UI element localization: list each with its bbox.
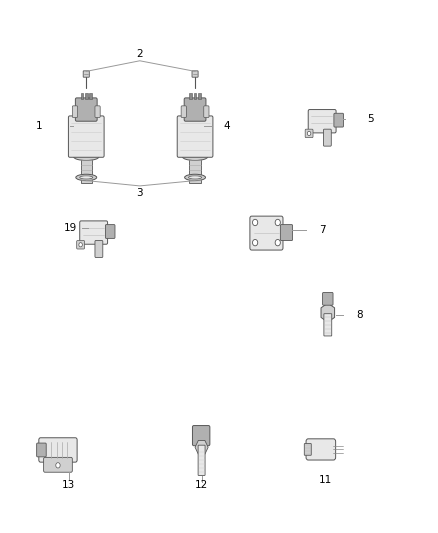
Text: 3: 3 [137, 188, 143, 198]
FancyBboxPatch shape [184, 98, 206, 121]
FancyBboxPatch shape [308, 110, 336, 133]
Ellipse shape [188, 176, 201, 179]
FancyBboxPatch shape [72, 106, 78, 117]
Text: 12: 12 [195, 480, 208, 490]
Ellipse shape [183, 153, 208, 160]
Ellipse shape [80, 176, 93, 179]
Circle shape [253, 239, 258, 246]
Text: 1: 1 [36, 121, 43, 131]
FancyBboxPatch shape [77, 240, 85, 249]
Text: 4: 4 [223, 121, 230, 131]
FancyBboxPatch shape [68, 116, 104, 157]
FancyBboxPatch shape [44, 457, 72, 472]
FancyBboxPatch shape [177, 116, 213, 157]
FancyBboxPatch shape [181, 106, 186, 117]
FancyBboxPatch shape [95, 106, 100, 117]
FancyBboxPatch shape [106, 224, 115, 238]
FancyBboxPatch shape [204, 106, 209, 117]
FancyBboxPatch shape [250, 216, 283, 250]
FancyBboxPatch shape [85, 93, 88, 100]
FancyBboxPatch shape [37, 443, 46, 457]
FancyBboxPatch shape [304, 443, 311, 455]
Text: 8: 8 [356, 310, 363, 320]
Ellipse shape [76, 174, 97, 181]
FancyBboxPatch shape [75, 98, 97, 121]
Text: 5: 5 [367, 114, 374, 124]
FancyBboxPatch shape [83, 71, 89, 77]
Circle shape [275, 239, 280, 246]
Text: 11: 11 [319, 475, 332, 485]
FancyBboxPatch shape [192, 425, 210, 446]
Polygon shape [321, 303, 335, 322]
FancyBboxPatch shape [305, 129, 313, 138]
Text: 13: 13 [62, 480, 75, 490]
Circle shape [253, 219, 258, 225]
FancyBboxPatch shape [323, 129, 331, 146]
FancyBboxPatch shape [306, 439, 336, 460]
Ellipse shape [74, 153, 99, 160]
FancyBboxPatch shape [194, 93, 196, 100]
Text: 7: 7 [319, 225, 326, 236]
Ellipse shape [185, 174, 205, 181]
Text: 2: 2 [137, 49, 143, 59]
FancyBboxPatch shape [80, 221, 108, 244]
Text: 19: 19 [64, 223, 78, 233]
FancyBboxPatch shape [39, 438, 77, 462]
FancyBboxPatch shape [81, 158, 92, 183]
FancyBboxPatch shape [189, 158, 201, 183]
FancyBboxPatch shape [280, 224, 293, 240]
Circle shape [307, 131, 311, 135]
Circle shape [79, 243, 82, 247]
Polygon shape [195, 440, 208, 454]
FancyBboxPatch shape [324, 314, 332, 336]
FancyBboxPatch shape [89, 93, 92, 100]
FancyBboxPatch shape [322, 293, 333, 305]
FancyBboxPatch shape [334, 114, 343, 127]
FancyBboxPatch shape [95, 240, 103, 257]
FancyBboxPatch shape [189, 93, 192, 100]
FancyBboxPatch shape [198, 445, 205, 475]
FancyBboxPatch shape [192, 71, 198, 77]
Circle shape [56, 463, 60, 468]
FancyBboxPatch shape [81, 93, 83, 100]
FancyBboxPatch shape [198, 93, 201, 100]
Circle shape [275, 219, 280, 225]
